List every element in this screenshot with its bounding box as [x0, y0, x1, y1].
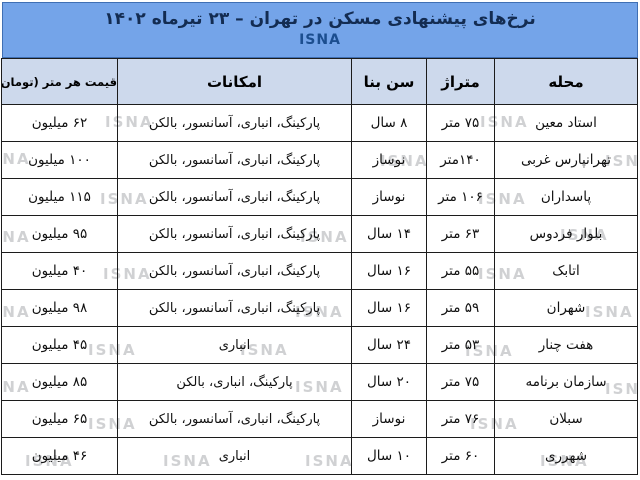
column-header-price: قیمت هر متر (تومان)	[1, 58, 118, 105]
cell-neighborhood: سبلان	[494, 400, 638, 438]
cell-age: نوساز	[351, 400, 427, 438]
cell-neighborhood: شهران	[494, 289, 638, 327]
cell-age: ۱۴ سال	[351, 215, 427, 253]
cell-age: ۲۰ سال	[351, 363, 427, 401]
cell-neighborhood: بلوار فردوس	[494, 215, 638, 253]
cell-area: ۵۵ متر	[426, 252, 495, 290]
cell-age: نوساز	[351, 178, 427, 216]
cell-amenities: پارکینگ، انباری، آسانسور، بالکن	[117, 252, 352, 290]
table-row: استاد معین ۷۵ متر ۸ سال پارکینگ، انباری، آس…	[1, 104, 638, 142]
housing-rates-table: محله متراژ سن بنا امکانات قیمت هر متر (تومان…	[1, 58, 638, 475]
column-header-area: متراژ	[426, 58, 495, 105]
cell-age: ۲۴ سال	[351, 326, 427, 364]
cell-price: ۴۵ میلیون	[1, 326, 118, 364]
cell-price: ۱۱۵ میلیون	[1, 178, 118, 216]
cell-price: ۴۰ میلیون	[1, 252, 118, 290]
table-row: اتابک ۵۵ متر ۱۶ سال پارکینگ، انباری، آسانسو…	[1, 252, 638, 290]
cell-neighborhood: پاسداران	[494, 178, 638, 216]
cell-amenities: پارکینگ، انباری، آسانسور، بالکن	[117, 141, 352, 179]
cell-amenities: انباری	[117, 437, 352, 475]
cell-neighborhood: تهرانپارس غربی	[494, 141, 638, 179]
table-row: شهران ۵۹ متر ۱۶ سال پارکینگ، انباری، آسانسو…	[1, 289, 638, 327]
cell-neighborhood: سازمان برنامه	[494, 363, 638, 401]
title-bar: نرخ‌های پیشنهادی مسکن در تهران – ۲۳ تیرم…	[2, 2, 638, 58]
cell-neighborhood: شهرری	[494, 437, 638, 475]
cell-age: ۱۶ سال	[351, 289, 427, 327]
table-body: استاد معین ۷۵ متر ۸ سال پارکینگ، انباری، آس…	[1, 104, 638, 475]
column-header-amenities: امکانات	[117, 58, 352, 105]
cell-age: نوساز	[351, 141, 427, 179]
table-row: سبلان ۷۶ متر نوساز پارکینگ، انباری، آسانسور…	[1, 400, 638, 438]
cell-amenities: پارکینگ، انباری، آسانسور، بالکن	[117, 215, 352, 253]
cell-amenities: انباری	[117, 326, 352, 364]
cell-area: ۶۳ متر	[426, 215, 495, 253]
column-header-neighborhood: محله	[494, 58, 638, 105]
cell-area: ۶۰ متر	[426, 437, 495, 475]
table-row: هفت چنار ۵۳ متر ۲۴ سال انباری ۴۵ میلیون	[1, 326, 638, 364]
cell-amenities: پارکینگ، انباری، آسانسور، بالکن	[117, 400, 352, 438]
cell-area: ۱۴۰متر	[426, 141, 495, 179]
table-row: شهرری ۶۰ متر ۱۰ سال انباری ۴۶ میلیون	[1, 437, 638, 475]
cell-neighborhood: هفت چنار	[494, 326, 638, 364]
cell-area: ۵۹ متر	[426, 289, 495, 327]
cell-amenities: پارکینگ، انباری، آسانسور، بالکن	[117, 178, 352, 216]
cell-price: ۸۵ میلیون	[1, 363, 118, 401]
table-row: بلوار فردوس ۶۳ متر ۱۴ سال پارکینگ، انباری، …	[1, 215, 638, 253]
cell-amenities: پارکینگ، انباری، آسانسور، بالکن	[117, 104, 352, 142]
table-row: سازمان برنامه ۷۵ متر ۲۰ سال پارکینگ، انباری…	[1, 363, 638, 401]
cell-price: ۱۰۰ میلیون	[1, 141, 118, 179]
cell-area: ۵۳ متر	[426, 326, 495, 364]
cell-price: ۶۵ میلیون	[1, 400, 118, 438]
page-title: نرخ‌های پیشنهادی مسکن در تهران – ۲۳ تیرم…	[104, 9, 536, 29]
cell-price: ۹۵ میلیون	[1, 215, 118, 253]
cell-amenities: پارکینگ، انباری، آسانسور، بالکن	[117, 289, 352, 327]
cell-area: ۱۰۶ متر	[426, 178, 495, 216]
cell-price: ۴۶ میلیون	[1, 437, 118, 475]
cell-price: ۹۸ میلیون	[1, 289, 118, 327]
cell-price: ۶۲ میلیون	[1, 104, 118, 142]
isna-logo-text: ISNA	[299, 32, 341, 48]
table-row: پاسداران ۱۰۶ متر نوساز پارکینگ، انباری، آسا…	[1, 178, 638, 216]
cell-area: ۷۶ متر	[426, 400, 495, 438]
cell-amenities: پارکینگ، انباری، بالکن	[117, 363, 352, 401]
cell-area: ۷۵ متر	[426, 363, 495, 401]
cell-age: ۱۰ سال	[351, 437, 427, 475]
cell-age: ۱۶ سال	[351, 252, 427, 290]
cell-neighborhood: اتابک	[494, 252, 638, 290]
cell-area: ۷۵ متر	[426, 104, 495, 142]
column-header-age: سن بنا	[351, 58, 427, 105]
table-row: تهرانپارس غربی ۱۴۰متر نوساز پارکینگ، انباری…	[1, 141, 638, 179]
cell-neighborhood: استاد معین	[494, 104, 638, 142]
table-header-row: محله متراژ سن بنا امکانات قیمت هر متر (تومان…	[1, 58, 638, 105]
cell-age: ۸ سال	[351, 104, 427, 142]
